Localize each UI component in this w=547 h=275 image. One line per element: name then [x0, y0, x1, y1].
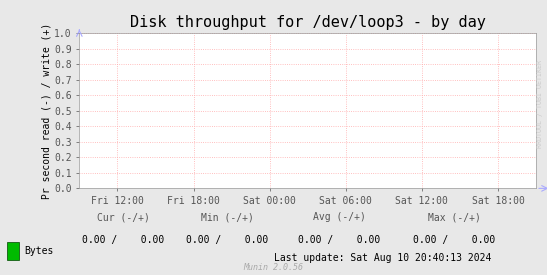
Text: 0.00 /    0.00: 0.00 / 0.00 [413, 235, 495, 245]
Text: Avg (-/+): Avg (-/+) [313, 212, 365, 222]
Text: RRDTOOL / TOBI OETIKER: RRDTOOL / TOBI OETIKER [537, 60, 543, 148]
Text: Cur (-/+): Cur (-/+) [97, 212, 149, 222]
Text: 0.00 /    0.00: 0.00 / 0.00 [186, 235, 268, 245]
Text: Bytes: Bytes [25, 246, 54, 256]
Y-axis label: Pr second read (-) / write (+): Pr second read (-) / write (+) [41, 23, 51, 199]
Text: Last update: Sat Aug 10 20:40:13 2024: Last update: Sat Aug 10 20:40:13 2024 [274, 253, 492, 263]
Text: Min (-/+): Min (-/+) [201, 212, 253, 222]
Text: Max (-/+): Max (-/+) [428, 212, 480, 222]
Text: Munin 2.0.56: Munin 2.0.56 [243, 263, 304, 272]
Title: Disk throughput for /dev/loop3 - by day: Disk throughput for /dev/loop3 - by day [130, 15, 486, 31]
Text: 0.00 /    0.00: 0.00 / 0.00 [82, 235, 164, 245]
Text: 0.00 /    0.00: 0.00 / 0.00 [298, 235, 380, 245]
